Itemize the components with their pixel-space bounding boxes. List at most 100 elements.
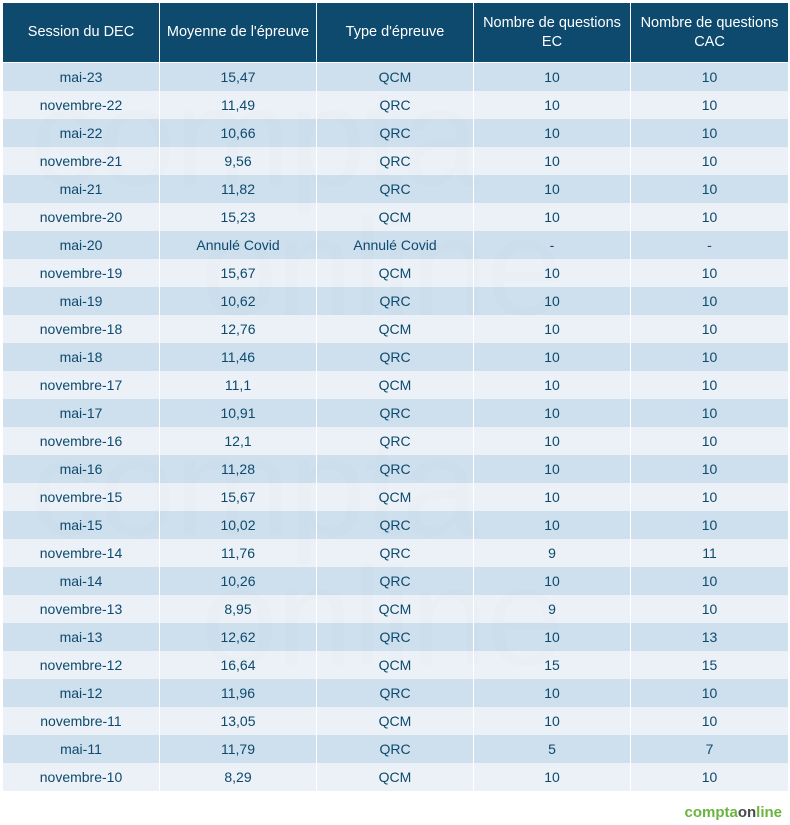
- table-cell: mai-16: [3, 455, 160, 483]
- table-cell: QCM: [317, 707, 474, 735]
- table-cell: 10: [474, 427, 631, 455]
- table-cell: 15,23: [160, 203, 317, 231]
- table-cell: 13: [631, 623, 789, 651]
- table-cell: 10: [474, 707, 631, 735]
- table-row: mai-1710,91QRC1010: [3, 399, 789, 427]
- table-cell: 9: [474, 539, 631, 567]
- table-cell: QCM: [317, 595, 474, 623]
- table-cell: novembre-12: [3, 651, 160, 679]
- table-cell: 10,62: [160, 287, 317, 315]
- table-cell: mai-20: [3, 231, 160, 259]
- table-row: novembre-1411,76QRC911: [3, 539, 789, 567]
- table-cell: QRC: [317, 427, 474, 455]
- table-cell: 10: [631, 707, 789, 735]
- table-cell: 10: [631, 399, 789, 427]
- table-cell: 15,47: [160, 63, 317, 91]
- table-cell: -: [631, 231, 789, 259]
- table-cell: novembre-18: [3, 315, 160, 343]
- table-cell: mai-13: [3, 623, 160, 651]
- table-row: mai-1611,28QRC1010: [3, 455, 789, 483]
- table-row: mai-2315,47QCM1010: [3, 63, 789, 91]
- table-cell: 11,96: [160, 679, 317, 707]
- table-row: mai-2111,82QRC1010: [3, 175, 789, 203]
- table-cell: 10: [474, 259, 631, 287]
- table-row: novembre-2211,49QRC1010: [3, 91, 789, 119]
- table-cell: 11: [631, 539, 789, 567]
- table-cell: QRC: [317, 119, 474, 147]
- table-cell: novembre-14: [3, 539, 160, 567]
- col-type: Type d'épreuve: [317, 3, 474, 63]
- table-cell: 11,82: [160, 175, 317, 203]
- table-cell: novembre-17: [3, 371, 160, 399]
- table-cell: 10: [474, 371, 631, 399]
- table-row: novembre-1113,05QCM1010: [3, 707, 789, 735]
- table-cell: 10: [631, 63, 789, 91]
- table-cell: 15,67: [160, 483, 317, 511]
- table-cell: QRC: [317, 735, 474, 763]
- table-cell: QRC: [317, 567, 474, 595]
- col-session: Session du DEC: [3, 3, 160, 63]
- table-cell: 10: [631, 483, 789, 511]
- brand-part1: compta: [684, 804, 737, 821]
- table-cell: 10,66: [160, 119, 317, 147]
- table-cell: QRC: [317, 343, 474, 371]
- table-cell: 10: [474, 147, 631, 175]
- table-cell: 9,56: [160, 147, 317, 175]
- table-cell: 10: [474, 679, 631, 707]
- table-cell: QRC: [317, 511, 474, 539]
- table-cell: mai-14: [3, 567, 160, 595]
- table-cell: QCM: [317, 371, 474, 399]
- table-cell: QCM: [317, 203, 474, 231]
- table-cell: novembre-10: [3, 763, 160, 791]
- table-cell: 10: [474, 287, 631, 315]
- table-cell: 10: [631, 455, 789, 483]
- table-cell: 10: [631, 287, 789, 315]
- table-cell: mai-12: [3, 679, 160, 707]
- table-row: mai-1910,62QRC1010: [3, 287, 789, 315]
- table-cell: 10: [474, 623, 631, 651]
- table-row: novembre-108,29QCM1010: [3, 763, 789, 791]
- table-cell: 10: [631, 315, 789, 343]
- table-cell: 10: [474, 567, 631, 595]
- table-cell: QCM: [317, 651, 474, 679]
- table-cell: mai-19: [3, 287, 160, 315]
- table-cell: 10: [474, 119, 631, 147]
- table-row: mai-2210,66QRC1010: [3, 119, 789, 147]
- table-cell: 10: [631, 763, 789, 791]
- table-cell: 10: [474, 483, 631, 511]
- table-row: novembre-138,95QCM910: [3, 595, 789, 623]
- table-cell: 10: [631, 175, 789, 203]
- table-row: novembre-1515,67QCM1010: [3, 483, 789, 511]
- table-cell: 10: [631, 119, 789, 147]
- table-cell: 16,64: [160, 651, 317, 679]
- table-cell: 11,76: [160, 539, 317, 567]
- table-cell: 12,1: [160, 427, 317, 455]
- table-cell: QRC: [317, 679, 474, 707]
- table-container: compta online compta online Session du D…: [0, 0, 790, 825]
- table-row: novembre-2015,23QCM1010: [3, 203, 789, 231]
- table-cell: 15: [631, 651, 789, 679]
- table-row: novembre-1915,67QCM1010: [3, 259, 789, 287]
- table-cell: novembre-19: [3, 259, 160, 287]
- table-cell: 10: [631, 679, 789, 707]
- table-cell: Annulé Covid: [317, 231, 474, 259]
- table-cell: 10: [474, 399, 631, 427]
- table-cell: novembre-21: [3, 147, 160, 175]
- table-cell: QRC: [317, 623, 474, 651]
- table-row: novembre-1711,1QCM1010: [3, 371, 789, 399]
- table-row: novembre-1612,1QRC1010: [3, 427, 789, 455]
- table-cell: 7: [631, 735, 789, 763]
- table-row: mai-20Annulé CovidAnnulé Covid--: [3, 231, 789, 259]
- table-row: mai-1410,26QRC1010: [3, 567, 789, 595]
- table-cell: 15,67: [160, 259, 317, 287]
- table-cell: QRC: [317, 539, 474, 567]
- table-cell: mai-18: [3, 343, 160, 371]
- table-cell: 10: [631, 427, 789, 455]
- table-cell: 10: [474, 511, 631, 539]
- brand-part2: on: [738, 804, 756, 821]
- dec-sessions-table: Session du DEC Moyenne de l'épreuve Type…: [2, 2, 789, 791]
- col-questions-cac: Nombre de questions CAC: [631, 3, 789, 63]
- table-cell: 11,79: [160, 735, 317, 763]
- table-cell: 10: [474, 763, 631, 791]
- table-row: novembre-219,56QRC1010: [3, 147, 789, 175]
